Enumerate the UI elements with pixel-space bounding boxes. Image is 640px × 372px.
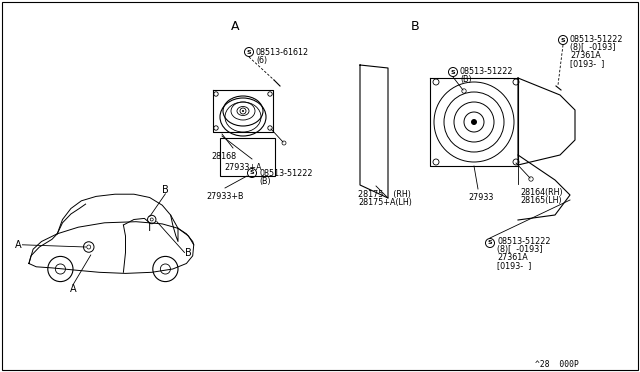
Text: 27361A: 27361A — [570, 51, 601, 60]
Text: A: A — [70, 284, 76, 294]
Text: (B): (B) — [259, 177, 271, 186]
Text: S: S — [488, 241, 492, 246]
Text: 28168: 28168 — [211, 152, 236, 161]
Text: 28175    (RH): 28175 (RH) — [358, 190, 411, 199]
Text: B: B — [411, 20, 419, 33]
Text: S: S — [246, 49, 252, 55]
Text: 27361A: 27361A — [497, 253, 528, 262]
Text: S: S — [250, 170, 254, 176]
Text: 27933: 27933 — [468, 193, 493, 202]
Circle shape — [471, 119, 477, 125]
Text: 28165(LH): 28165(LH) — [520, 196, 562, 205]
Bar — [220, 138, 275, 176]
Text: (8)[  -0193]: (8)[ -0193] — [570, 43, 616, 52]
Text: [0193-  ]: [0193- ] — [570, 59, 604, 68]
Text: S: S — [561, 38, 565, 42]
Text: 08513-51222: 08513-51222 — [460, 67, 513, 76]
Text: (6): (6) — [256, 56, 267, 65]
Text: 08513-61612: 08513-61612 — [256, 48, 309, 57]
Text: A: A — [231, 20, 239, 33]
Text: (8)[  -0193]: (8)[ -0193] — [497, 245, 543, 254]
Text: S: S — [451, 70, 455, 74]
Text: ^28  000P: ^28 000P — [535, 360, 579, 369]
Text: B: B — [185, 247, 192, 257]
Text: 28175+A(LH): 28175+A(LH) — [358, 198, 412, 207]
Text: (B): (B) — [460, 75, 472, 84]
Text: 08513-51222: 08513-51222 — [497, 237, 550, 246]
Text: B: B — [162, 185, 169, 195]
Text: 27933+B: 27933+B — [206, 192, 244, 201]
Text: 28164(RH): 28164(RH) — [520, 188, 563, 197]
Text: 08513-51222: 08513-51222 — [259, 169, 312, 178]
Text: 27933+A: 27933+A — [224, 163, 262, 172]
Text: A: A — [15, 240, 22, 250]
Circle shape — [242, 110, 244, 112]
Text: 08513-51222: 08513-51222 — [570, 35, 623, 44]
Text: [0193-  ]: [0193- ] — [497, 261, 531, 270]
